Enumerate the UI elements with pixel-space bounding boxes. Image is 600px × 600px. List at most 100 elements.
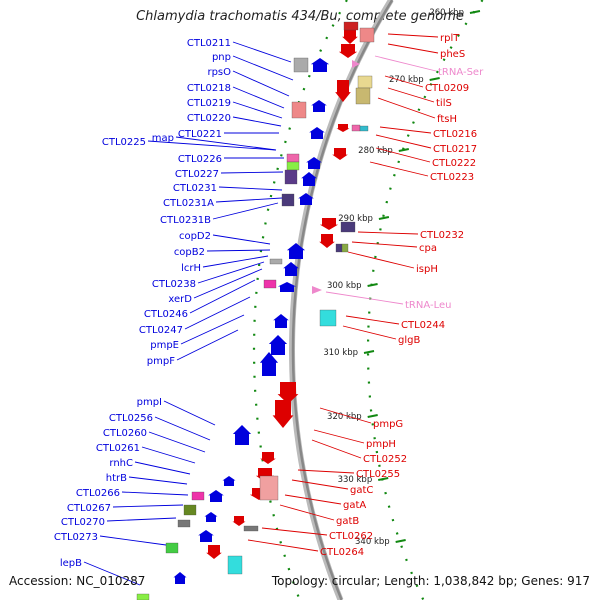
left-label-connector bbox=[147, 140, 277, 151]
right-gene-label: CTL0255 bbox=[356, 469, 400, 480]
left-label-connector bbox=[197, 261, 265, 284]
right-gene-label: CTL0222 bbox=[432, 158, 476, 169]
reverse-gene-arrow bbox=[342, 28, 358, 44]
tick-mark bbox=[429, 77, 440, 81]
left-label-connector bbox=[163, 400, 216, 426]
forward-gene-box bbox=[165, 542, 179, 554]
forward-gene-box bbox=[183, 504, 197, 516]
right-label-connector bbox=[369, 161, 429, 177]
left-gene-label: CTL0220 bbox=[187, 113, 231, 124]
left-label-connector bbox=[220, 171, 284, 174]
forward-gene-arrow bbox=[311, 100, 327, 112]
left-label-connector bbox=[202, 255, 269, 268]
tick-label: 310 kbp bbox=[323, 348, 358, 358]
right-label-connector bbox=[387, 43, 439, 54]
forward-gene-arrow bbox=[310, 58, 330, 72]
right-label-connector bbox=[375, 147, 431, 163]
right-gene-label: tRNA-Ser bbox=[438, 67, 484, 78]
left-label-connector bbox=[232, 86, 285, 109]
tick-mark bbox=[469, 10, 481, 14]
reverse-gene-box bbox=[351, 124, 361, 132]
left-gene-label: CTL0218 bbox=[187, 83, 231, 94]
left-label-connector bbox=[112, 504, 184, 508]
reverse-gene-box bbox=[319, 309, 337, 327]
forward-gene-arrow bbox=[283, 262, 299, 276]
reverse-gene-box bbox=[243, 525, 259, 532]
right-label-connector bbox=[374, 55, 437, 72]
left-label-connector bbox=[232, 55, 294, 81]
left-gene-label: copB2 bbox=[174, 247, 205, 258]
reverse-gene-arrow bbox=[232, 516, 246, 526]
tick-mark bbox=[367, 414, 378, 418]
left-label-connector bbox=[141, 446, 196, 464]
left-gene-label: pmpE bbox=[150, 340, 179, 351]
trna-glyph bbox=[352, 60, 360, 68]
reverse-gene-arrow bbox=[272, 400, 294, 428]
left-gene-label: htrB bbox=[106, 473, 127, 484]
left-label-connector bbox=[154, 416, 211, 441]
right-gene-label: ispH bbox=[416, 264, 438, 275]
reverse-gene-arrow bbox=[319, 218, 339, 230]
right-label-connector bbox=[387, 33, 439, 38]
forward-gene-box bbox=[286, 161, 300, 171]
right-gene-label: CTL0223 bbox=[430, 172, 474, 183]
tick-label: 270 kbp bbox=[389, 75, 424, 85]
left-gene-label: CTL0246 bbox=[144, 309, 188, 320]
reverse-gene-arrow bbox=[332, 148, 348, 160]
right-label-connector bbox=[351, 241, 418, 248]
forward-gene-arrow bbox=[301, 172, 317, 186]
right-gene-label: CTL0217 bbox=[433, 144, 477, 155]
left-gene-label: CTL0260 bbox=[103, 428, 147, 439]
forward-gene-box bbox=[191, 491, 205, 501]
left-gene-label: xerD bbox=[168, 294, 192, 305]
left-gene-label: lcrH bbox=[181, 263, 201, 274]
left-gene-label: CTL0261 bbox=[96, 443, 140, 454]
right-gene-label: CTL0216 bbox=[433, 129, 477, 140]
right-gene-label: gatA bbox=[343, 500, 366, 511]
tick-label: 300 kbp bbox=[327, 281, 362, 291]
tick-mark bbox=[367, 283, 378, 287]
right-label-connector bbox=[297, 469, 355, 474]
left-gene-label: map bbox=[152, 133, 174, 144]
reverse-gene-box bbox=[340, 221, 356, 233]
left-gene-label: CTL0256 bbox=[109, 413, 153, 424]
right-gene-label: gatB bbox=[336, 516, 359, 527]
tick-mark bbox=[378, 477, 389, 481]
right-gene-label: pmpH bbox=[366, 439, 396, 450]
reverse-gene-box bbox=[343, 21, 359, 31]
right-label-connector bbox=[387, 87, 435, 103]
left-gene-label: rnhC bbox=[109, 458, 133, 469]
right-label-connector bbox=[279, 504, 335, 521]
left-gene-label: pmpI bbox=[137, 397, 162, 408]
forward-gene-arrow bbox=[259, 352, 279, 376]
right-gene-label: CTL0252 bbox=[363, 454, 407, 465]
forward-gene-arrow bbox=[198, 530, 214, 542]
reverse-gene-box bbox=[355, 87, 371, 105]
accession-text: Accession: NC_010287 bbox=[9, 574, 146, 588]
reverse-gene-box bbox=[259, 475, 279, 501]
forward-gene-box bbox=[291, 101, 307, 119]
right-label-connector bbox=[377, 97, 436, 119]
tick-mark bbox=[378, 216, 390, 220]
left-label-connector bbox=[218, 186, 283, 191]
left-gene-label: copD2 bbox=[179, 231, 211, 242]
tick-label: 290 kbp bbox=[338, 214, 373, 224]
forward-gene-box bbox=[263, 279, 277, 289]
forward-gene-box bbox=[293, 57, 309, 73]
right-label-connector bbox=[319, 407, 372, 424]
tick-label: 340 kbp bbox=[355, 537, 390, 547]
left-label-connector bbox=[175, 136, 277, 151]
right-gene-label: gatC bbox=[350, 485, 373, 496]
genome-summary-text: Topology: circular; Length: 1,038,842 bp… bbox=[271, 574, 590, 588]
left-label-connector bbox=[83, 561, 141, 586]
tick-label: 330 kbp bbox=[338, 475, 373, 485]
right-label-connector bbox=[379, 126, 432, 134]
left-label-connector bbox=[148, 431, 206, 453]
right-label-connector bbox=[261, 527, 328, 536]
forward-gene-arrow bbox=[309, 127, 325, 139]
left-label-connector bbox=[106, 517, 177, 522]
left-label-connector bbox=[128, 476, 188, 485]
forward-gene-arrow bbox=[277, 282, 297, 292]
right-gene-label: pheS bbox=[440, 49, 465, 60]
